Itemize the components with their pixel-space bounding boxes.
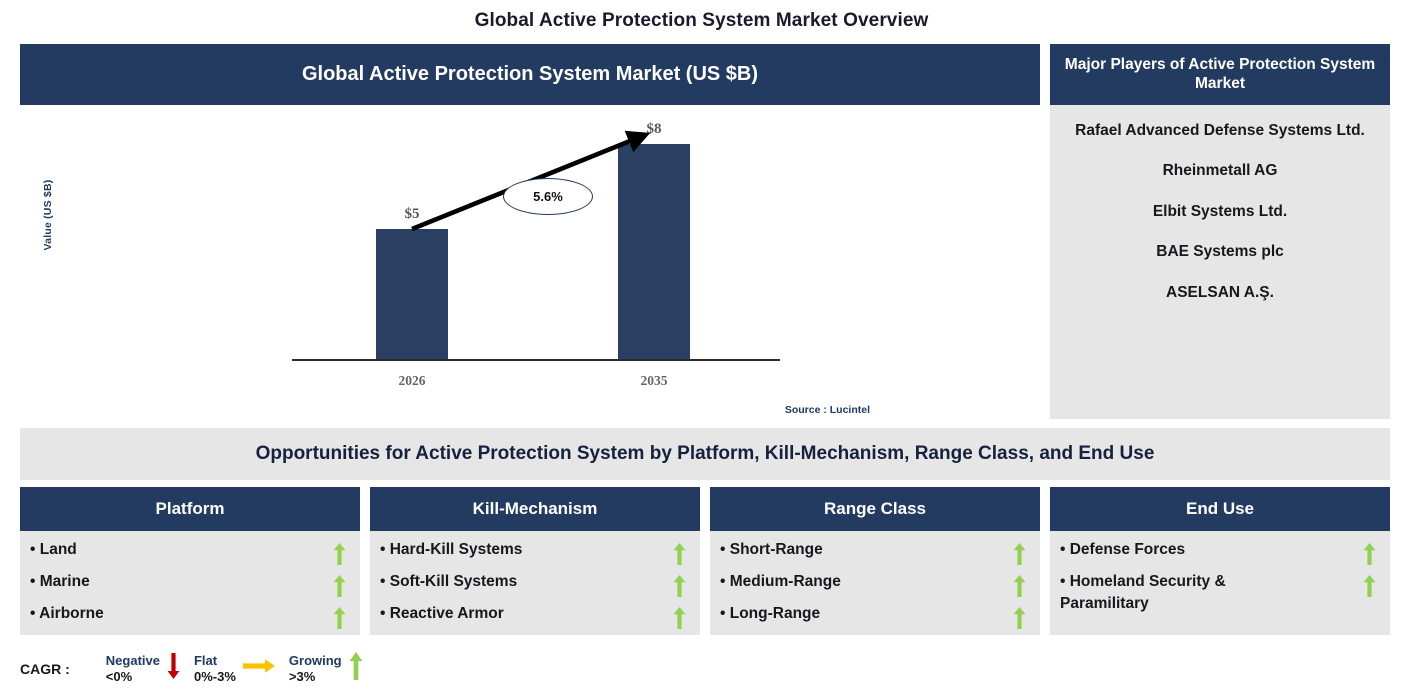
- opportunity-item-label: • Medium-Range: [720, 573, 841, 590]
- arrow-up-green-icon: [673, 543, 686, 570]
- chart-card-title: Global Active Protection System Market (…: [301, 63, 759, 85]
- list-item: BAE Systems plc: [1156, 243, 1284, 261]
- cagr-legend-entry-flat: Flat 0%-3%: [194, 653, 275, 684]
- x-tick-2026: 2026: [398, 373, 426, 388]
- list-item: Elbit Systems Ltd.: [1152, 202, 1288, 220]
- arrow-up-green-icon: [1363, 543, 1376, 570]
- list-item: • Defense Forces: [1050, 539, 1390, 571]
- cagr-legend-flat-text: Flat 0%-3%: [194, 653, 236, 684]
- arrow-up-green-icon: [673, 607, 686, 634]
- arrow-up-green-icon: [1013, 575, 1026, 602]
- y-axis-label: Value (US $B): [42, 179, 54, 251]
- bar-value-label-2035: $8: [646, 121, 662, 137]
- cagr-bubble: 5.6%: [503, 178, 593, 215]
- cagr-legend-label: CAGR :: [20, 660, 70, 677]
- cagr-legend-negative-text: Negative <0%: [106, 653, 160, 684]
- opportunities-banner: Opportunities for Active Protection Syst…: [20, 428, 1390, 480]
- bar-chart-plot-area: Value (US $B) $5 $8 2026 2035 5.6% Sourc…: [20, 105, 1040, 419]
- opportunity-panel-title: End Use: [1185, 499, 1255, 518]
- cagr-legend-growing-range: >3%: [288, 668, 316, 684]
- opportunity-panel-body: • Short-Range • Medium-Range • Long-Rang…: [710, 531, 1040, 635]
- bar-value-label-2026: $5: [404, 206, 420, 222]
- list-item: ASELSAN A.Ş.: [1166, 283, 1274, 301]
- arrow-up-green-icon: [333, 575, 346, 602]
- major-players-card: Major Players of Active Protection Syste…: [1050, 44, 1390, 419]
- list-item: • Marine: [20, 571, 360, 603]
- x-axis-line: [292, 359, 780, 361]
- cagr-legend-entry-growing: Growing >3%: [289, 652, 363, 685]
- x-tick-2035: 2035: [640, 373, 668, 388]
- list-item: • Soft-Kill Systems: [370, 571, 700, 603]
- cagr-legend-negative-name: Negative: [105, 653, 160, 669]
- list-item: • Airborne: [20, 603, 360, 635]
- page-title: Global Active Protection System Market O…: [474, 10, 929, 31]
- opportunity-panel-header: Platform: [20, 487, 360, 531]
- opportunity-item-label: • Defense Forces: [1060, 541, 1186, 558]
- opportunity-item-label: • Long-Range: [720, 605, 821, 622]
- opportunity-panel-body: • Defense Forces • Homeland Security & P…: [1050, 531, 1390, 616]
- list-item: • Land: [20, 539, 360, 571]
- list-item: • Reactive Armor: [370, 603, 700, 635]
- list-item: Rafael Advanced Defense Systems Ltd.: [1075, 122, 1365, 139]
- opportunity-item-label: • Hard-Kill Systems: [380, 541, 523, 558]
- opportunity-panel-kill-mechanism: Kill-Mechanism • Hard-Kill Systems • Sof…: [370, 487, 700, 635]
- list-item: • Long-Range: [710, 603, 1040, 635]
- opportunities-banner-title: Opportunities for Active Protection Syst…: [255, 443, 1155, 464]
- opportunity-item-label: • Reactive Armor: [380, 605, 504, 622]
- list-item: • Homeland Security & Paramilitary: [1050, 571, 1390, 616]
- cagr-legend-flat-range: 0%-3%: [193, 668, 236, 684]
- opportunity-panel-body: • Hard-Kill Systems • Soft-Kill Systems …: [370, 531, 700, 635]
- cagr-legend-flat-name: Flat: [193, 653, 218, 669]
- arrow-right-orange-icon: [242, 658, 275, 679]
- arrow-up-green-icon: [1363, 575, 1376, 602]
- market-chart-card: Global Active Protection System Market (…: [20, 44, 1040, 419]
- cagr-value: 5.6%: [533, 189, 563, 204]
- opportunity-item-label: • Short-Range: [720, 541, 823, 558]
- cagr-legend-entry-negative: Negative <0%: [106, 653, 180, 684]
- chart-card-header: Global Active Protection System Market (…: [20, 44, 1040, 105]
- list-item: • Hard-Kill Systems: [370, 539, 700, 571]
- opportunity-panel-body: • Land • Marine • Airborne: [20, 531, 360, 635]
- growth-trend-arrow-icon: [411, 130, 651, 232]
- arrow-up-green-icon: [349, 652, 363, 685]
- arrow-down-red-icon: [167, 653, 180, 684]
- arrow-up-green-icon: [1013, 543, 1026, 570]
- major-players-title: Major Players of Active Protection Syste…: [1064, 55, 1376, 92]
- bar-2026: [376, 229, 448, 361]
- arrow-up-green-icon: [333, 543, 346, 570]
- cagr-legend-growing-name: Growing: [288, 653, 342, 669]
- chart-source-note: Source : Lucintel: [784, 404, 870, 416]
- opportunity-item-label: • Marine: [30, 573, 90, 590]
- opportunity-panel-header: Range Class: [710, 487, 1040, 531]
- opportunity-item-label: • Homeland Security & Paramilitary: [1060, 573, 1226, 613]
- opportunity-panel-platform: Platform • Land • Marine • Airborne: [20, 487, 360, 635]
- major-players-header: Major Players of Active Protection Syste…: [1050, 44, 1390, 105]
- opportunity-item-label: • Land: [30, 541, 77, 558]
- opportunity-panel-header: Kill-Mechanism: [370, 487, 700, 531]
- opportunity-panel-header: End Use: [1050, 487, 1390, 531]
- opportunity-item-label: • Airborne: [30, 605, 104, 622]
- opportunity-item-label: • Soft-Kill Systems: [380, 573, 518, 590]
- opportunity-panel-title: Range Class: [823, 499, 927, 518]
- major-players-list: Rafael Advanced Defense Systems Ltd. Rhe…: [1050, 105, 1390, 302]
- cagr-legend: CAGR : Negative <0% Flat 0%-3% Growing >…: [20, 652, 377, 685]
- list-item: • Short-Range: [710, 539, 1040, 571]
- cagr-legend-growing-text: Growing >3%: [289, 653, 342, 684]
- arrow-up-green-icon: [673, 575, 686, 602]
- arrow-up-green-icon: [333, 607, 346, 634]
- arrow-up-green-icon: [1013, 607, 1026, 634]
- opportunity-panel-end-use: End Use • Defense Forces • Homeland Secu…: [1050, 487, 1390, 635]
- list-item: Rheinmetall AG: [1162, 162, 1278, 180]
- opportunity-panel-title: Kill-Mechanism: [472, 499, 598, 518]
- cagr-legend-negative-range: <0%: [105, 668, 133, 684]
- opportunity-panel-title: Platform: [155, 499, 225, 518]
- opportunity-panel-range-class: Range Class • Short-Range • Medium-Range…: [710, 487, 1040, 635]
- bar-2035: [618, 144, 690, 361]
- list-item: • Medium-Range: [710, 571, 1040, 603]
